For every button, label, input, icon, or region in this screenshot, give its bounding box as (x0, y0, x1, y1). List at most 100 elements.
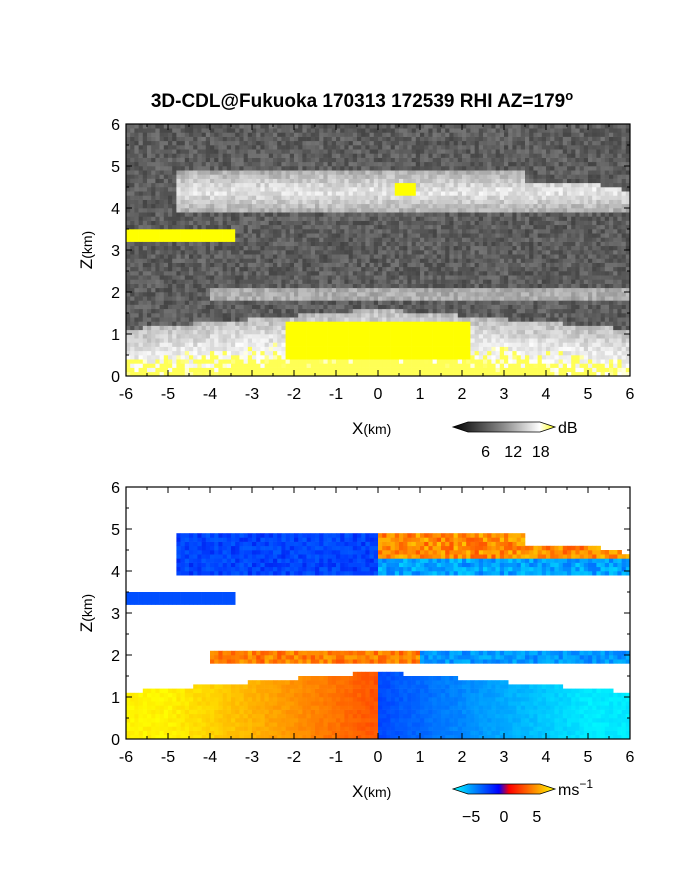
reflectivity-cell (180, 355, 186, 360)
reflectivity-cell (331, 128, 337, 133)
reflectivity-cell (189, 195, 194, 200)
reflectivity-cell (424, 296, 429, 301)
reflectivity-cell (386, 208, 391, 213)
reflectivity-cell (281, 208, 286, 213)
reflectivity-cell (399, 325, 404, 331)
reflectivity-cell (373, 195, 379, 200)
reflectivity-cell (428, 342, 433, 347)
reflectivity-cell (243, 132, 249, 137)
reflectivity-cell (407, 241, 412, 247)
reflectivity-cell (474, 346, 480, 352)
reflectivity-cell (126, 161, 131, 167)
reflectivity-cell (310, 363, 316, 368)
reflectivity-cell (344, 182, 349, 188)
reflectivity-cell (294, 287, 299, 293)
reflectivity-cell (407, 262, 412, 268)
reflectivity-cell (226, 203, 232, 209)
reflectivity-cell (172, 166, 177, 171)
reflectivity-cell (470, 195, 475, 200)
reflectivity-cell (298, 132, 303, 137)
reflectivity-cell (424, 363, 429, 368)
reflectivity-cell (273, 262, 278, 268)
reflectivity-cell (277, 132, 282, 137)
reflectivity-cell (357, 203, 362, 209)
reflectivity-cell (449, 296, 454, 301)
reflectivity-cell (184, 153, 190, 158)
reflectivity-cell (168, 325, 173, 331)
reflectivity-cell (281, 279, 286, 284)
reflectivity-cell (159, 355, 165, 360)
reflectivity-cell (449, 325, 454, 331)
reflectivity-cell (247, 350, 253, 356)
reflectivity-cell (382, 342, 387, 347)
reflectivity-cell (436, 174, 442, 179)
reflectivity-cell (222, 292, 228, 297)
reflectivity-cell (193, 140, 198, 146)
reflectivity-cell (373, 166, 379, 171)
reflectivity-cell (327, 329, 333, 335)
reflectivity-cell (327, 359, 333, 364)
reflectivity-cell (365, 313, 370, 318)
reflectivity-cell (306, 271, 312, 276)
reflectivity-cell (403, 237, 408, 242)
reflectivity-cell (210, 300, 215, 305)
reflectivity-cell (151, 199, 156, 205)
reflectivity-cell (344, 161, 349, 167)
reflectivity-cell (306, 229, 312, 234)
reflectivity-cell (289, 313, 295, 318)
reflectivity-cell (163, 237, 169, 242)
reflectivity-cell (348, 350, 354, 356)
reflectivity-cell (420, 237, 425, 242)
reflectivity-cell (403, 224, 408, 230)
reflectivity-cell (252, 250, 257, 255)
reflectivity-cell (327, 220, 333, 226)
reflectivity-cell (147, 199, 152, 205)
reflectivity-cell (130, 124, 135, 129)
reflectivity-cell (256, 166, 261, 171)
reflectivity-cell (294, 132, 299, 137)
reflectivity-cell (235, 292, 240, 297)
reflectivity-cell (176, 170, 181, 175)
reflectivity-cell (273, 266, 278, 272)
reflectivity-cell (214, 262, 219, 268)
reflectivity-cell (256, 216, 261, 221)
reflectivity-cell (176, 317, 181, 322)
reflectivity-cell (189, 191, 194, 196)
reflectivity-cell (289, 136, 295, 142)
reflectivity-cell (361, 216, 366, 221)
reflectivity-cell (252, 355, 257, 360)
reflectivity-cell (424, 283, 429, 289)
reflectivity-cell (214, 203, 219, 209)
reflectivity-cell (126, 287, 131, 293)
reflectivity-cell (352, 178, 358, 184)
reflectivity-cell (163, 132, 169, 137)
reflectivity-cell (256, 132, 261, 137)
reflectivity-cell (449, 321, 454, 326)
reflectivity-cell (327, 346, 333, 352)
reflectivity-cell (222, 229, 228, 234)
reflectivity-cell (399, 317, 404, 322)
reflectivity-cell (382, 346, 387, 352)
reflectivity-cell (369, 371, 375, 377)
reflectivity-cell (365, 321, 370, 326)
reflectivity-cell (189, 229, 194, 234)
reflectivity-cell (298, 321, 303, 326)
reflectivity-cell (319, 170, 324, 175)
reflectivity-cell (130, 182, 135, 188)
reflectivity-cell (252, 212, 257, 217)
reflectivity-cell (189, 342, 194, 347)
reflectivity-cell (235, 287, 240, 293)
reflectivity-cell (260, 334, 265, 339)
reflectivity-cell (340, 166, 345, 171)
reflectivity-cell (205, 182, 211, 188)
reflectivity-cell (344, 313, 349, 318)
reflectivity-cell (298, 292, 303, 297)
reflectivity-cell (243, 283, 249, 289)
reflectivity-cell (256, 275, 261, 280)
reflectivity-cell (445, 250, 450, 255)
reflectivity-cell (201, 283, 207, 289)
reflectivity-cell (147, 208, 152, 213)
reflectivity-cell (390, 233, 396, 238)
reflectivity-cell (436, 124, 442, 129)
reflectivity-cell (184, 271, 190, 276)
